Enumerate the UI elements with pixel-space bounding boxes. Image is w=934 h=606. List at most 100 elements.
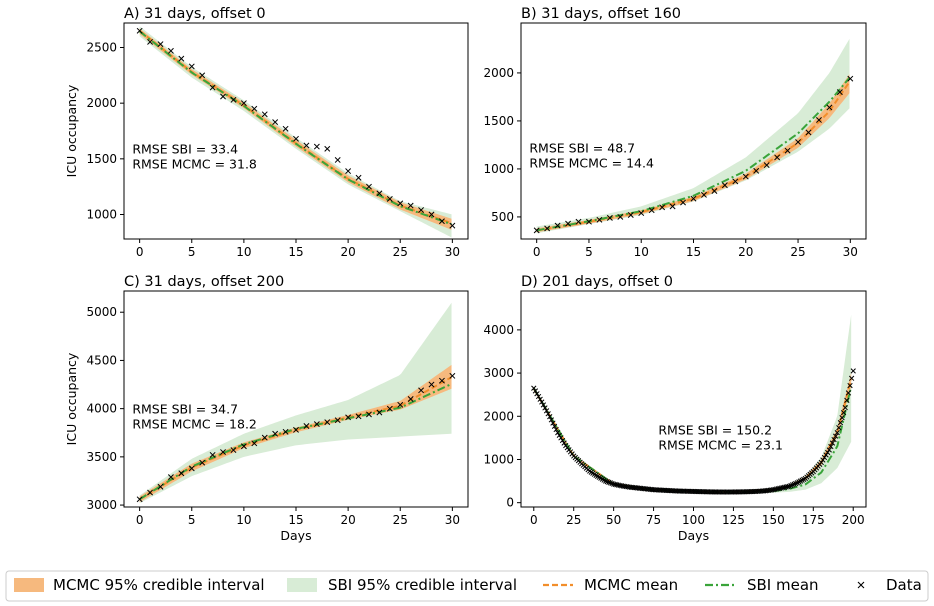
x-tick-label: 20 (738, 245, 753, 259)
x-axis-label: Days (678, 528, 709, 543)
data-point (261, 111, 268, 118)
data-point (836, 89, 843, 96)
data-point (313, 143, 320, 150)
data-point (334, 417, 341, 424)
x-axis-label: Days (280, 528, 311, 543)
plot-area (531, 314, 856, 495)
sbi-mean-line (139, 30, 452, 226)
x-tick-label: 0 (533, 245, 541, 259)
data-point (828, 443, 834, 450)
x-tick-label: 15 (288, 245, 303, 259)
data-point (834, 430, 840, 436)
data-point (602, 478, 609, 484)
data-point (648, 207, 655, 214)
data-point (832, 433, 839, 439)
rmse-mcmc-annotation: RMSE MCMC = 31.8 (132, 156, 257, 171)
panel-title: D) 201 days, offset 0 (521, 274, 673, 290)
legend-mcmc-interval-label: MCMC 95% credible interval (53, 576, 265, 594)
data-point (848, 375, 855, 381)
x-tick-label: 10 (634, 245, 649, 259)
x-tick-label: 25 (790, 245, 805, 259)
data-point (795, 139, 801, 145)
data-point (836, 425, 842, 431)
legend-frame (5, 570, 929, 602)
data-point (561, 440, 567, 446)
x-tick-label: 200 (842, 513, 865, 527)
data-point (199, 459, 206, 466)
data-markers (533, 75, 854, 234)
data-point (785, 483, 791, 490)
rmse-sbi-annotation: RMSE SBI = 48.7 (529, 141, 635, 156)
data-point (763, 162, 770, 169)
x-tick-label: 125 (722, 513, 745, 527)
data-point (324, 145, 331, 152)
x-tick-label: 25 (393, 513, 408, 527)
data-point (586, 218, 592, 225)
data-point (805, 129, 812, 136)
data-point (313, 421, 320, 428)
data-point (533, 227, 540, 234)
sbi-credible-band (533, 314, 852, 494)
data-point (303, 142, 310, 149)
data-point (732, 178, 739, 185)
mcmc-credible-band (139, 28, 452, 230)
data-point (784, 147, 791, 154)
y-tick-label: 3500 (86, 450, 117, 464)
x-tick-label: 0 (136, 245, 144, 259)
data-point (559, 437, 566, 444)
data-point (791, 481, 797, 487)
data-point (837, 420, 844, 426)
data-point (793, 480, 799, 487)
data-point (606, 479, 612, 485)
y-tick-label: 1000 (86, 208, 117, 222)
data-point (251, 105, 258, 112)
legend-data-label: Data (886, 576, 922, 594)
data-point (711, 188, 718, 194)
data-point (845, 390, 852, 396)
data-point (701, 191, 707, 198)
y-tick-label: 3000 (86, 498, 117, 512)
data-point (609, 480, 615, 487)
y-tick-label: 2000 (483, 66, 514, 80)
data-point (543, 408, 550, 414)
rmse-mcmc-annotation: RMSE MCMC = 18.2 (132, 416, 257, 431)
rmse-mcmc-annotation: RMSE MCMC = 14.4 (529, 156, 654, 171)
data-point (669, 203, 676, 210)
data-point (334, 156, 341, 163)
y-tick-label: 1500 (86, 152, 117, 166)
legend-mcmc-mean-label: MCMC mean (584, 576, 678, 594)
data-point (324, 419, 331, 426)
data-point (532, 388, 539, 394)
y-tick-label: 0 (506, 496, 514, 510)
y-tick-label: 2500 (86, 40, 117, 54)
data-point (774, 154, 781, 161)
x-tick-label: 5 (188, 245, 196, 259)
data-point (366, 183, 372, 190)
data-point (157, 41, 164, 48)
y-tick-label: 4500 (86, 353, 117, 367)
data-point (386, 195, 393, 202)
data-point (220, 93, 226, 100)
y-axis-label: ICU occupancy (64, 352, 79, 445)
data-point (418, 387, 425, 394)
rmse-sbi-annotation: RMSE SBI = 34.7 (132, 401, 238, 416)
data-point (823, 452, 829, 458)
x-tick-label: 30 (445, 245, 460, 259)
mcmc-mean-line (139, 30, 452, 225)
chart-panel-1: 0 5 10 15 20 25 30 500 1000 1500 2000 B) 31 days, o… (483, 6, 867, 259)
rmse-mcmc-annotation: RMSE MCMC = 23.1 (658, 437, 783, 452)
data-point (556, 432, 562, 438)
data-point (282, 428, 289, 435)
data-point (355, 174, 362, 181)
rmse-sbi-annotation: RMSE SBI = 150.2 (658, 422, 772, 437)
data-point (449, 222, 456, 229)
data-point (786, 483, 792, 489)
data-point (251, 440, 258, 447)
data-point (539, 399, 545, 405)
x-tick-label: 25 (393, 245, 408, 259)
data-point (840, 409, 847, 416)
y-tick-label: 1000 (483, 452, 514, 466)
data-point (240, 100, 247, 107)
data-point (449, 372, 456, 379)
